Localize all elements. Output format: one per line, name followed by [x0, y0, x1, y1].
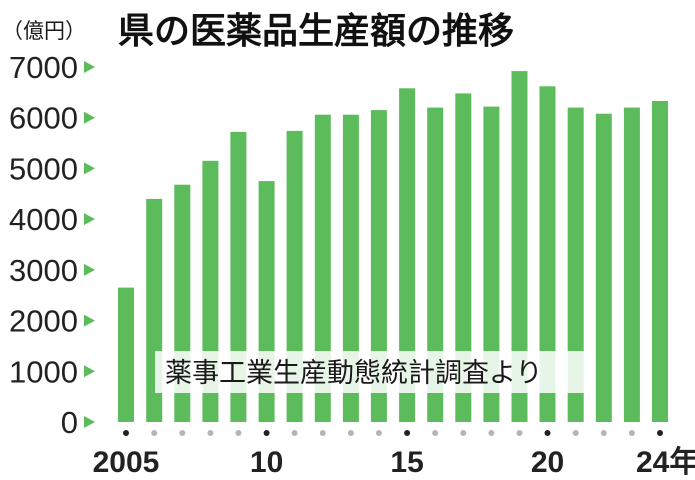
y-tick-label: 7000 — [9, 50, 78, 85]
x-dot-2011 — [291, 430, 298, 436]
x-dot-2012 — [319, 430, 326, 436]
x-tick-label: 15 — [390, 446, 423, 479]
x-tick-label: 10 — [250, 446, 283, 479]
y-tick-marker — [84, 365, 95, 378]
x-tick-label: 24年 — [636, 446, 695, 479]
source-note-background — [155, 351, 593, 393]
x-dot-2008 — [207, 430, 214, 436]
y-tick-label: 2000 — [9, 304, 78, 339]
x-dot-2024 — [657, 430, 663, 436]
bar-2015 — [399, 88, 416, 423]
bar-2011 — [286, 130, 303, 422]
y-tick-marker — [84, 162, 95, 175]
x-dot-2019 — [516, 430, 523, 436]
x-dot-2022 — [600, 430, 607, 436]
x-dot-2015 — [404, 430, 411, 436]
y-tick-marker — [84, 416, 95, 428]
y-tick-marker — [84, 213, 95, 226]
y-tick-label: 4000 — [9, 202, 78, 237]
x-dot-2010 — [263, 430, 270, 436]
bar-2014 — [370, 110, 387, 422]
x-dot-2014 — [375, 430, 382, 436]
x-tick-label: 20 — [531, 446, 564, 479]
x-axis-dots — [123, 430, 663, 436]
bar-2024 — [652, 101, 668, 422]
y-unit-label: （億円） — [2, 19, 86, 43]
x-dot-2005 — [123, 430, 129, 436]
y-tick-label: 1000 — [9, 354, 78, 389]
bar-2009 — [230, 131, 247, 422]
y-tick-label: 5000 — [9, 151, 78, 186]
y-tick-marker — [84, 61, 95, 73]
bar-2018 — [483, 106, 500, 422]
x-dot-2009 — [235, 430, 242, 436]
y-tick-label: 0 — [61, 405, 78, 440]
bar-2012 — [314, 114, 331, 422]
x-dot-2016 — [432, 430, 439, 436]
y-tick-label: 3000 — [9, 253, 78, 288]
bar-2017 — [455, 93, 472, 423]
bar-2021 — [567, 107, 584, 422]
x-dot-2021 — [572, 430, 579, 436]
source-note-text: 薬事工業生産動態統計調査より — [165, 358, 542, 389]
bar-2019 — [511, 71, 528, 422]
bar-2016 — [427, 107, 444, 422]
bar-2023 — [623, 107, 640, 422]
x-dot-2007 — [179, 430, 186, 436]
x-dot-2013 — [347, 430, 354, 436]
x-dot-2017 — [460, 430, 467, 436]
bar-2013 — [342, 114, 359, 422]
x-dot-2006 — [151, 430, 158, 436]
y-axis: 0 1000 2000 3000 4000 5000 6000 7000 — [9, 50, 95, 440]
bars — [118, 71, 668, 423]
x-tick-label: 2005 — [93, 446, 160, 479]
source-note: 薬事工業生産動態統計調査より — [155, 351, 593, 393]
y-tick-marker — [84, 263, 95, 276]
x-axis: 2005 10 15 20 24年 — [93, 446, 695, 479]
x-dot-2023 — [628, 430, 635, 436]
y-tick-marker — [84, 111, 95, 124]
bar-2022 — [595, 113, 612, 422]
y-tick-marker — [84, 314, 95, 327]
y-tick-label: 6000 — [9, 101, 78, 136]
x-dot-2020 — [544, 430, 551, 436]
chart-title: 県の医薬品生産額の推移 — [118, 11, 514, 52]
bar-2020 — [539, 86, 556, 423]
bar-2005 — [118, 287, 134, 422]
x-dot-2018 — [488, 430, 495, 436]
